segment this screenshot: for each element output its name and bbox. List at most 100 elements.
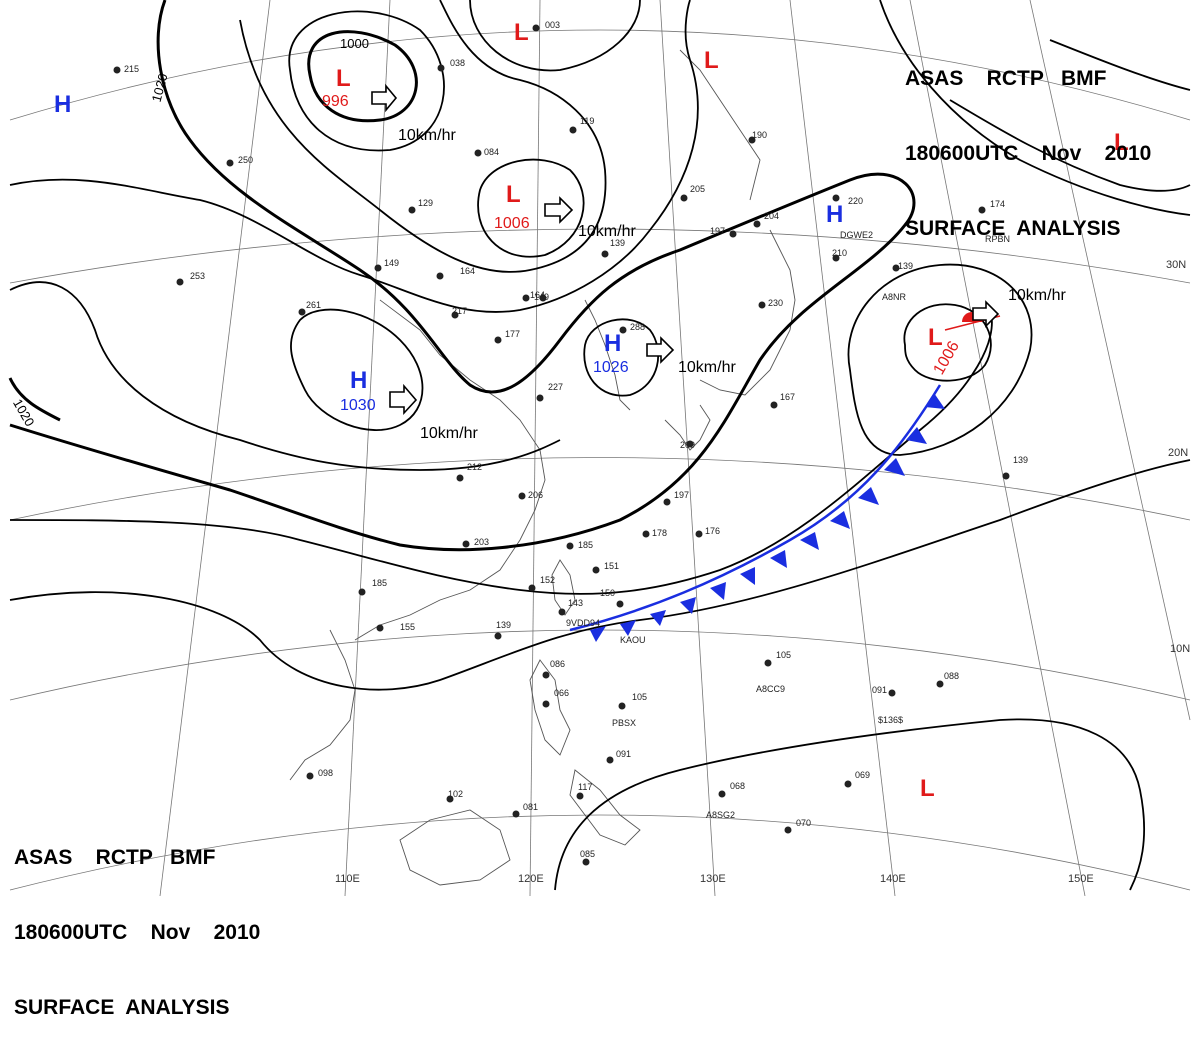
header-line3: SURFACE ANALYSIS bbox=[14, 996, 230, 1019]
station-value: 185 bbox=[372, 578, 387, 588]
station-marker bbox=[474, 149, 482, 157]
station-value: 151 bbox=[604, 561, 619, 571]
station-value: 066 bbox=[554, 688, 569, 698]
cold-front-barbs bbox=[590, 393, 945, 642]
station-marker bbox=[522, 294, 530, 302]
coast-korea bbox=[584, 299, 631, 411]
station-value: 129 bbox=[418, 198, 433, 208]
station-id-labels: DGWE2 RPBN A8NR 9VDD94 KAOU PBSX A8CC9 A… bbox=[566, 230, 1010, 820]
longitude-line-100e bbox=[159, 0, 271, 896]
motion-arrow bbox=[371, 83, 398, 113]
station-marker bbox=[374, 264, 382, 272]
front-barb bbox=[590, 626, 606, 642]
coast-philippines-south bbox=[569, 769, 641, 846]
station-value: 098 bbox=[318, 768, 333, 778]
station-marker bbox=[663, 498, 671, 506]
longitude-line-130e bbox=[659, 0, 716, 896]
low-center-symbol: L bbox=[336, 65, 351, 92]
station-value: 164 bbox=[460, 266, 475, 276]
station-value: 176 bbox=[705, 526, 720, 536]
longitude-label: 130E bbox=[700, 873, 726, 885]
isobar-ne-1 bbox=[879, 0, 1191, 216]
station-value: 069 bbox=[855, 770, 870, 780]
station-marker bbox=[494, 336, 502, 344]
latitude-line-30n bbox=[9, 228, 1191, 284]
station-marker bbox=[832, 194, 840, 202]
front-barb bbox=[830, 511, 850, 529]
station-value: 253 bbox=[190, 271, 205, 281]
station-marker bbox=[978, 206, 986, 214]
station-value: 177 bbox=[505, 329, 520, 339]
longitude-label: 150E bbox=[1068, 873, 1094, 885]
station-value: 205 bbox=[690, 184, 705, 194]
longitude-label: 110E bbox=[335, 873, 360, 885]
isobar-label: 1000 bbox=[340, 36, 369, 51]
coast-kyushu bbox=[664, 404, 711, 451]
isobar-1008-south bbox=[9, 459, 1191, 691]
station-marker bbox=[446, 795, 454, 803]
station-value: 206 bbox=[528, 490, 543, 500]
station-value: 086 bbox=[550, 659, 565, 669]
header-line3: SURFACE ANALYSIS bbox=[905, 217, 1121, 240]
station-marker bbox=[306, 772, 314, 780]
longitude-line-110e bbox=[344, 0, 391, 896]
station-id: KAOU bbox=[620, 635, 646, 645]
longitude-line-160e bbox=[1029, 0, 1191, 721]
station-id: 9VDD94 bbox=[566, 618, 600, 628]
pressure-centers: L 996 L 1006 H 1030 H 1026 L 1006 H H L … bbox=[54, 19, 1129, 802]
low-center-symbol: L bbox=[514, 19, 529, 46]
coastlines bbox=[289, 49, 796, 886]
header-line2: 180600UTC Nov 2010 bbox=[905, 142, 1152, 165]
station-marker bbox=[753, 220, 761, 228]
station-value: 085 bbox=[580, 849, 595, 859]
station-value: 091 bbox=[872, 685, 887, 695]
station-marker bbox=[176, 278, 184, 286]
high-center-symbol: H bbox=[604, 330, 621, 357]
station-value: 203 bbox=[474, 537, 489, 547]
station-id: A8SG2 bbox=[706, 810, 735, 820]
station-marker bbox=[528, 584, 536, 592]
station-value: 174 bbox=[990, 199, 1005, 209]
motion-arrow bbox=[389, 383, 418, 416]
isobar-1016 bbox=[9, 0, 699, 313]
station-marker bbox=[770, 401, 778, 409]
coast-taiwan bbox=[551, 559, 576, 616]
station-value: 227 bbox=[548, 382, 563, 392]
station-marker bbox=[748, 136, 756, 144]
station-marker bbox=[718, 790, 726, 798]
station-value: 167 bbox=[780, 392, 795, 402]
latitude-label: 20N bbox=[1168, 447, 1188, 459]
isobar-1024-outer bbox=[9, 309, 993, 595]
header-line2: 180600UTC Nov 2010 bbox=[14, 921, 261, 944]
station-value: 081 bbox=[523, 802, 538, 812]
station-marker bbox=[436, 272, 444, 280]
front-barb bbox=[906, 427, 927, 444]
high-center-value: 1030 bbox=[340, 397, 376, 414]
station-marker bbox=[532, 24, 540, 32]
isobar-1012-low-se-outer bbox=[847, 263, 1033, 456]
station-value: 178 bbox=[652, 528, 667, 538]
station-value: 155 bbox=[400, 622, 415, 632]
station-marker bbox=[592, 566, 600, 574]
front-barb bbox=[884, 458, 905, 476]
motion-arrows bbox=[371, 83, 1000, 416]
station-value: 210 bbox=[832, 248, 847, 258]
station-value: 139 bbox=[610, 238, 625, 248]
latitude-label: 10N bbox=[1170, 643, 1190, 655]
station-marker bbox=[576, 792, 584, 800]
header-bottom-left: ASAS RCTP BMF 180600UTC Nov 2010 SURFACE… bbox=[14, 795, 260, 1045]
station-marker bbox=[680, 194, 688, 202]
station-value: 185 bbox=[578, 540, 593, 550]
station-value: 102 bbox=[448, 789, 463, 799]
station-value: 139 bbox=[496, 620, 511, 630]
station-value: 217 bbox=[452, 306, 467, 316]
isobar-1000 bbox=[307, 30, 418, 123]
front-barb bbox=[925, 393, 945, 409]
isobar-1020 bbox=[9, 0, 916, 552]
station-marker bbox=[358, 588, 366, 596]
coast-japan-main bbox=[699, 229, 796, 396]
station-value: 204 bbox=[764, 211, 779, 221]
low-center-value: 1006 bbox=[494, 215, 530, 232]
low-center-value: 996 bbox=[322, 93, 349, 110]
motion-label: 10km/hr bbox=[420, 425, 478, 442]
